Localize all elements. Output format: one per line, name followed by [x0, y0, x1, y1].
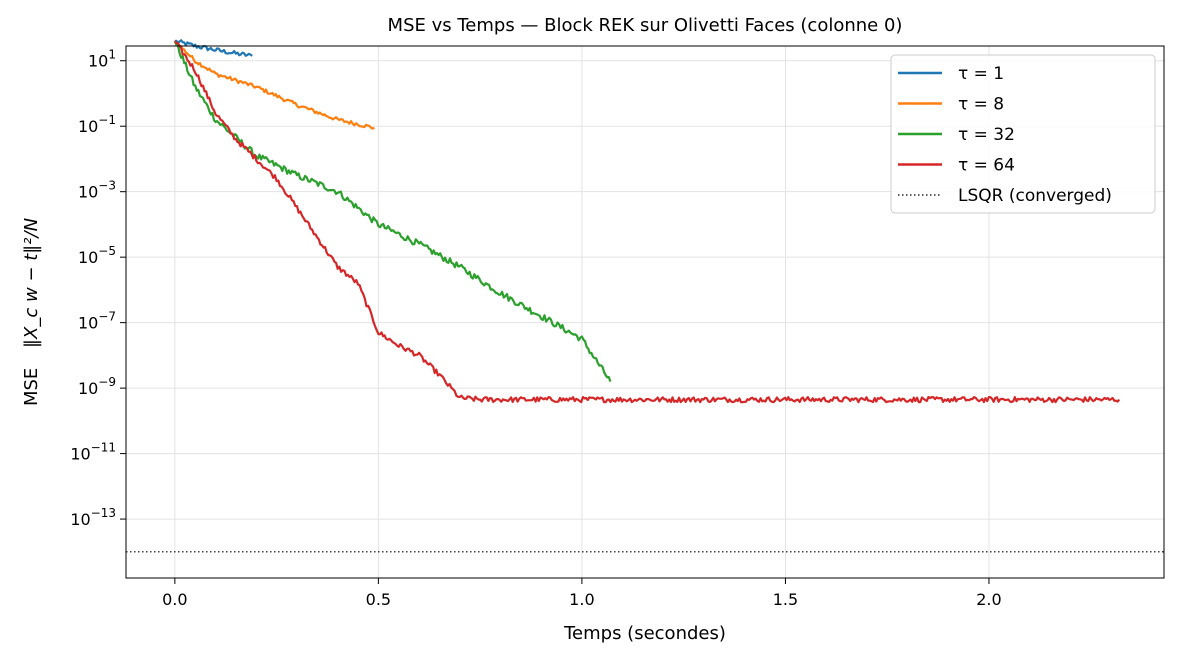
x-tick-label: 0.5	[366, 590, 391, 609]
y-tick-label: 101	[88, 48, 116, 71]
series-layer	[126, 39, 1164, 553]
y-tick-label: 10−1	[78, 113, 116, 136]
y-tick-label: 10−11	[70, 441, 116, 464]
y-tick-label: 10−3	[78, 179, 116, 202]
x-tick-label: 2.0	[976, 590, 1001, 609]
x-axis-label: Temps (secondes)	[563, 623, 726, 644]
y-tick-label: 10−9	[78, 375, 116, 398]
y-axis-label-prefix: MSE	[21, 368, 42, 406]
legend-label: τ = 8	[958, 95, 1004, 115]
svg-text:MSE ‖X_c w − t‖²/N: MSE ‖X_c w − t‖²/N	[21, 218, 42, 406]
y-tick-label: 10−7	[78, 310, 116, 333]
x-tick-label: 1.0	[569, 590, 594, 609]
series-line-tau-64	[173, 40, 1121, 404]
legend: τ = 1 τ = 8 τ = 32 τ = 64 LSQR (converged)	[890, 54, 1156, 214]
series-line-tau-1	[174, 39, 253, 57]
y-axis-label-formula: ‖X_c w − t‖²/N	[21, 218, 42, 348]
legend-label: τ = 32	[958, 125, 1015, 145]
legend-label: τ = 1	[958, 64, 1004, 84]
y-axis: 101 10−1 10−3 10−5 10−7 10−9 10−11 10−13	[70, 48, 126, 529]
x-axis: 0.0 0.5 1.0 1.5 2.0	[162, 578, 1002, 609]
legend-label: LSQR (converged)	[958, 186, 1112, 206]
y-tick-label: 10−13	[70, 506, 116, 529]
chart-title: MSE vs Temps — Block REK sur Olivetti Fa…	[388, 15, 903, 36]
y-tick-label: 10−5	[78, 244, 116, 267]
legend-box	[890, 54, 1156, 214]
legend-label: τ = 64	[958, 156, 1015, 176]
y-axis-label: MSE ‖X_c w − t‖²/N	[21, 218, 42, 406]
plot-frame	[125, 45, 1165, 579]
x-tick-label: 0.0	[162, 590, 187, 609]
series-line-tau-8	[173, 40, 375, 130]
x-tick-label: 1.5	[773, 590, 798, 609]
